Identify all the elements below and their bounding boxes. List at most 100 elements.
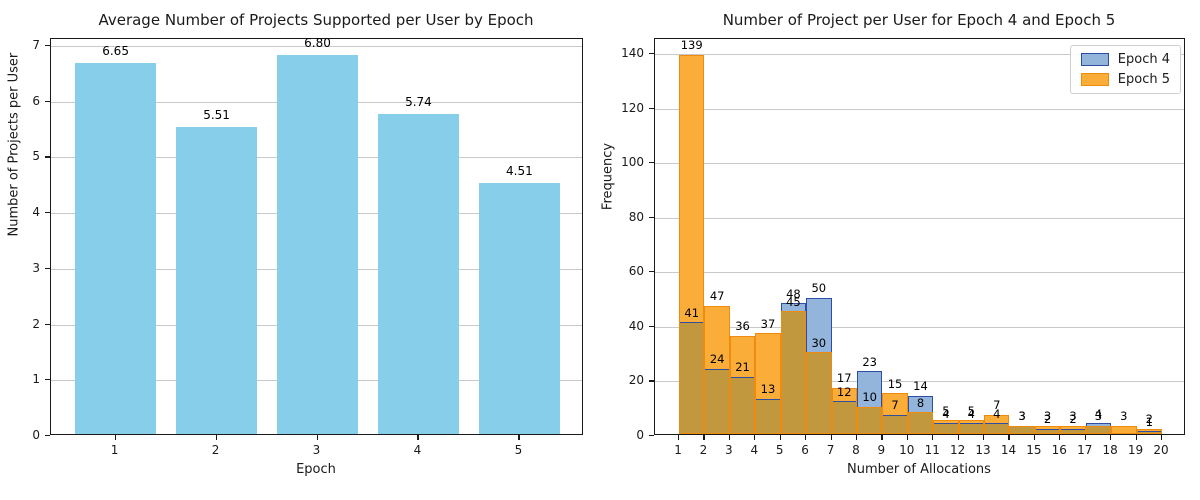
y-tick-label: 80	[628, 209, 644, 224]
hist-epoch4-value-label: 4	[967, 406, 975, 421]
hist-epoch5-segment	[882, 393, 908, 415]
y-tick-label: 5	[32, 149, 40, 164]
x-tick-label: 3	[312, 443, 321, 457]
x-tick-mark	[983, 435, 985, 440]
x-tick-label: 15	[1026, 443, 1042, 457]
x-tick-mark	[728, 435, 731, 440]
y-tick-mark	[45, 156, 50, 158]
hist-epoch5-value-label: 10	[862, 390, 877, 405]
hist-overlap-segment	[1009, 425, 1035, 434]
grid-line	[655, 381, 1184, 383]
x-tick-label: 3	[725, 443, 733, 457]
y-tick-mark	[649, 271, 654, 273]
bar	[479, 182, 560, 434]
hist-epoch5-outline	[831, 387, 857, 434]
hist-epoch5-segment	[1111, 425, 1137, 434]
legend-item-epoch-4: Epoch 4	[1080, 53, 1170, 66]
hist-epoch5-value-label: 2	[1145, 412, 1153, 427]
y-tick-label: 40	[628, 318, 644, 333]
bar-value-label: 6.65	[102, 44, 129, 59]
x-tick-label: 2	[699, 443, 708, 457]
hist-overlap-segment	[729, 376, 756, 434]
hist-epoch4-value-label: 4	[993, 406, 1001, 421]
hist-overlap-segment	[984, 423, 1010, 434]
hist-epoch5-value-label: 30	[811, 335, 827, 350]
hist-overlap-segment	[882, 414, 908, 434]
hist-epoch4-value-label: 48	[786, 286, 801, 301]
hist-epoch5-segment	[1136, 428, 1162, 432]
hist-epoch5-outline	[1009, 425, 1035, 434]
hist-epoch5-outline	[755, 333, 781, 434]
x-tick-mark	[316, 435, 318, 440]
x-tick-mark	[779, 435, 781, 440]
x-tick-label: 10	[899, 443, 915, 457]
x-tick-mark	[215, 435, 217, 440]
hist-epoch5-value-label: 3	[1094, 409, 1103, 424]
hist-epoch5-value-label: 5	[967, 403, 975, 418]
x-tick-label: 11	[924, 443, 940, 457]
epoch-4-swatch-icon	[1080, 53, 1109, 66]
hist-overlap-segment	[831, 401, 857, 434]
hist-epoch5-outline	[1111, 425, 1137, 434]
left-chart-plot-area: 6.65 5.51 6.80 5.74 4.51	[50, 37, 583, 435]
x-tick-label: 18	[1102, 443, 1118, 457]
hist-epoch5-value-label: 3	[1018, 409, 1026, 424]
grid-line	[655, 217, 1184, 219]
y-tick-mark	[649, 435, 654, 437]
y-tick-label: 0	[636, 428, 644, 442]
hist-epoch5-outline	[1085, 425, 1112, 434]
hist-epoch4-value-label: 21	[735, 360, 750, 375]
bar	[75, 63, 156, 434]
hist-epoch5-outline	[933, 420, 959, 434]
x-tick-mark	[518, 435, 520, 440]
x-tick-label: 8	[852, 443, 860, 457]
x-tick-mark	[678, 435, 680, 440]
y-tick-label: 7	[32, 37, 40, 52]
y-tick-mark	[45, 44, 50, 47]
hist-epoch5-outline	[1034, 425, 1061, 434]
hist-epoch5-outline	[704, 305, 730, 434]
x-tick-mark	[957, 435, 959, 440]
hist-epoch5-outline	[856, 406, 883, 434]
bar	[277, 55, 358, 434]
legend: Epoch 4 Epoch 5	[1069, 45, 1181, 94]
hist-overlap-segment	[679, 322, 705, 434]
x-tick-mark	[417, 435, 419, 440]
grid-line	[51, 45, 582, 47]
y-tick-mark	[45, 100, 50, 102]
left-chart-xlabel: Epoch	[296, 462, 336, 477]
x-tick-mark	[754, 435, 756, 440]
hist-epoch5-outline	[882, 393, 908, 434]
grid-line	[655, 326, 1184, 328]
x-tick-mark	[1135, 435, 1137, 440]
bar-value-label: 5.51	[203, 108, 230, 122]
y-tick-label: 100	[621, 155, 644, 170]
hist-epoch4-value-label: 1	[1145, 414, 1153, 429]
hist-epoch5-segment	[984, 414, 1010, 424]
x-tick-label: 12	[949, 443, 966, 457]
hist-epoch4-value-label: 24	[709, 352, 725, 367]
x-tick-label: 13	[975, 443, 991, 457]
hist-overlap-segment	[907, 412, 934, 434]
x-tick-mark	[1059, 435, 1061, 440]
hist-overlap-segment	[806, 352, 832, 434]
hist-epoch5-segment	[831, 387, 857, 402]
hist-overlap-segment	[958, 423, 985, 434]
hist-epoch5-segment	[958, 420, 985, 424]
x-tick-label: 16	[1051, 443, 1067, 457]
x-tick-mark	[1008, 435, 1010, 440]
y-tick-mark	[649, 325, 654, 328]
x-tick-mark	[906, 435, 908, 440]
bar-value-label: 4.51	[506, 163, 533, 178]
hist-epoch5-value-label: 3	[1120, 409, 1128, 424]
hist-epoch4-value-label: 50	[811, 281, 827, 296]
hist-epoch5-value-label: 36	[735, 319, 750, 334]
epoch-5-swatch-icon	[1080, 73, 1109, 86]
grid-line	[655, 54, 1184, 55]
hist-epoch5-segment	[704, 305, 730, 369]
hist-epoch5-segment	[1034, 425, 1061, 429]
hist-epoch4-value-label: 2	[1069, 412, 1077, 427]
hist-epoch4-value-label: 3	[1018, 409, 1026, 424]
y-tick-mark	[649, 53, 654, 55]
hist-epoch5-value-label: 139	[680, 38, 703, 53]
